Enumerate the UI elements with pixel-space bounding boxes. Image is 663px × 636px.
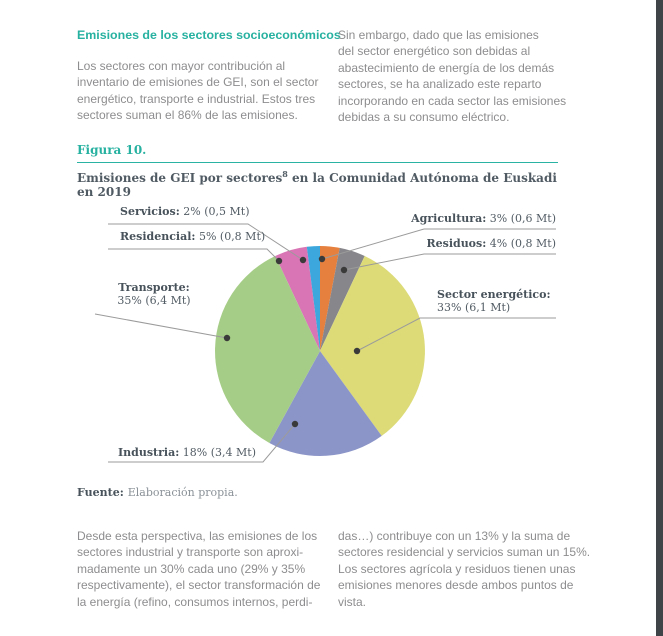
label-residencial: Residencial: 5% (0,8 Mt) (120, 230, 266, 243)
label-servicios: Servicios: 2% (0,5 Mt) (120, 205, 250, 218)
leader-dot-1 (299, 256, 307, 264)
label-transporte: Transporte: 35% (6,4 Mt) (117, 281, 191, 307)
leader-line-4 (356, 317, 556, 352)
leader-dot-0 (275, 257, 283, 265)
leader-dot-5 (291, 420, 299, 428)
leader-dot-3 (340, 266, 348, 274)
figure-source: Fuente: Elaboración propia. (77, 486, 238, 499)
figure-rule (77, 162, 558, 163)
leader-line-1 (108, 223, 304, 261)
intro-paragraph-right: Sin embargo, dado que las emisiones del … (338, 28, 567, 125)
label-residuos: Residuos: 4% (0,8 Mt) (426, 237, 556, 250)
leader-dot-6 (223, 334, 231, 342)
figure-title: Emisiones de GEI por sectores8 en la Com… (77, 169, 577, 199)
pie-slice-5 (269, 351, 382, 456)
window-edge (656, 0, 663, 636)
leader-line-0 (108, 248, 280, 262)
leader-dot-4 (353, 347, 361, 355)
label-agricultura: Agricultura: 3% (0,6 Mt) (411, 212, 556, 225)
leader-line-3 (343, 253, 556, 271)
figure-title-text: Emisiones de GEI por sectores (77, 171, 283, 185)
pie-slice-6 (215, 256, 320, 443)
leader-dot-2 (318, 255, 326, 263)
label-sector-energetico: Sector energético: 33% (6,1 Mt) (437, 288, 551, 314)
section-heading: Emisiones de los sectores socioeconómico… (77, 28, 341, 42)
pie-slice-2 (320, 246, 340, 351)
leader-line-6 (94, 313, 228, 339)
pie-slice-0 (275, 246, 320, 351)
figure-title-footnote: 8 (282, 169, 288, 179)
pie-slice-4 (320, 256, 425, 436)
pie-slice-3 (320, 247, 365, 351)
figure-title-rest: en la Comunidad Autónoma de Euskadi en 2… (77, 171, 557, 199)
leader-line-2 (321, 228, 556, 260)
outro-paragraph-right: das…) contribuye con un 13% y la suma de… (338, 529, 591, 609)
intro-paragraph-left: Los sectores con mayor contribución al i… (77, 59, 319, 123)
label-industria: Industria: 18% (3,4 Mt) (118, 446, 256, 459)
outro-paragraph-left: Desde esta perspectiva, las emisiones de… (77, 529, 321, 609)
figure-number: Figura 10. (77, 143, 147, 157)
leader-line-5 (108, 423, 296, 463)
pie-slice-1 (306, 245, 320, 351)
